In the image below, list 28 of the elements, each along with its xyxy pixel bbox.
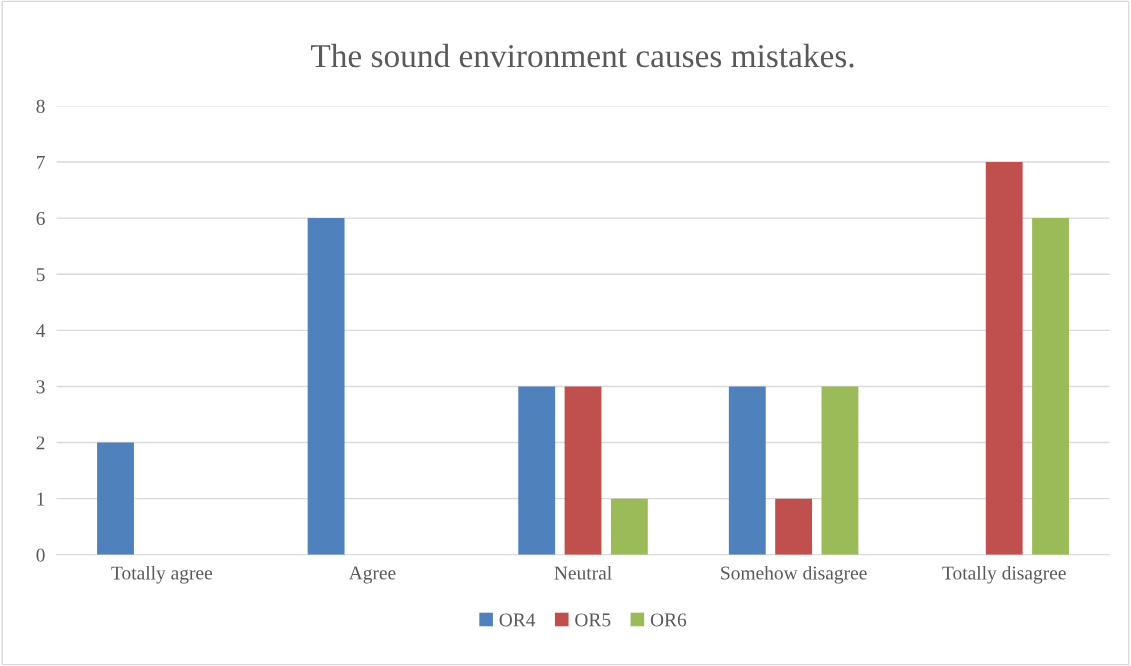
y-tick-label: 2: [36, 436, 45, 450]
bar: [985, 162, 1023, 555]
x-tick-label: Neutral: [554, 565, 612, 580]
x-tick-label: Totally disagree: [942, 565, 1066, 584]
bar: [564, 386, 602, 555]
bar: [1032, 218, 1069, 555]
y-tick-label: 7: [37, 156, 45, 169]
y-tick-label: 5: [36, 268, 45, 282]
y-tick-label: 0: [36, 548, 45, 562]
y-tick-label: 1: [37, 492, 45, 506]
bar: [728, 386, 766, 555]
legend-label: OR5: [575, 613, 611, 627]
y-tick-label: 4: [36, 324, 46, 338]
legend-label: OR4: [499, 613, 536, 627]
chart-title: The sound environment causes mistakes.: [311, 43, 854, 68]
legend-label: OR6: [650, 613, 687, 627]
bar: [775, 498, 813, 555]
bar: [97, 442, 134, 555]
bar: [307, 218, 345, 555]
bar: [518, 386, 556, 555]
x-tick-label: Agree: [348, 566, 396, 584]
bar: [610, 498, 648, 555]
y-tick-label: 6: [36, 211, 45, 226]
x-tick-label: Somehow disagree: [721, 565, 867, 584]
y-tick-label: 3: [36, 380, 45, 394]
x-tick-label: Totally agree: [111, 565, 213, 584]
bar: [821, 386, 859, 555]
y-tick-label: 8: [36, 99, 45, 113]
